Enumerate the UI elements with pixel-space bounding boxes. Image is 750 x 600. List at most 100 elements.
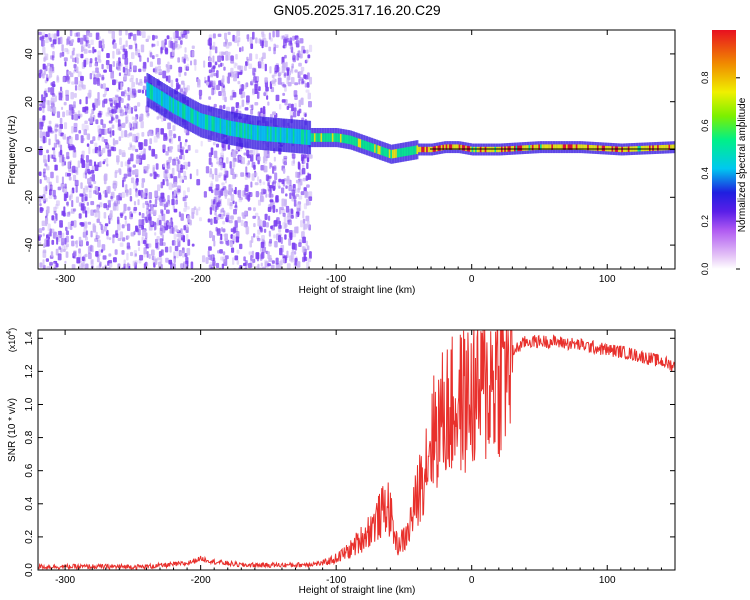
spectrogram-noise-cell	[131, 107, 133, 114]
spectrogram-noise-cell	[267, 263, 271, 266]
spectrogram-noise-cell	[185, 257, 188, 264]
spectrogram-noise-cell	[276, 209, 278, 213]
spectrogram-noise-cell	[46, 100, 49, 105]
y-tick-label: 0.4	[24, 496, 35, 510]
spectrogram-noise-cell	[93, 77, 97, 84]
spectrogram-noise-cell	[174, 209, 178, 213]
spectrogram-noise-cell	[249, 240, 251, 247]
spectrogram-noise-cell	[223, 52, 227, 55]
spectrogram-noise-cell	[191, 262, 194, 269]
spectrogram-noise-cell	[96, 207, 99, 213]
spectrogram-noise-cell	[307, 245, 310, 250]
spectrogram-noise-cell	[237, 81, 240, 84]
spectrogram-noise-cell	[229, 204, 232, 210]
spectrogram-noise-cell	[103, 83, 106, 89]
spectrogram-noise-cell	[39, 195, 41, 203]
spectrogram-noise-cell	[176, 195, 178, 200]
spectrogram-noise-cell	[63, 249, 66, 252]
spectrogram-noise-cell	[191, 208, 195, 214]
spectrogram-noise-cell	[142, 203, 144, 209]
spectrogram-noise-cell	[79, 213, 82, 218]
spectrogram-noise-cell	[248, 207, 251, 211]
spectrogram-noise-cell	[296, 53, 299, 60]
spectrogram-noise-cell	[273, 234, 276, 238]
spectrogram-noise-cell	[89, 160, 92, 166]
spectrogram-noise-cell	[56, 237, 58, 245]
spectrogram-noise-cell	[39, 171, 42, 176]
spectrogram-noise-cell	[166, 64, 168, 68]
spectrogram-noise-cell	[260, 113, 263, 117]
spectrogram-noise-cell	[46, 206, 49, 213]
spectrogram-noise-cell	[185, 150, 188, 154]
spectrogram-noise-cell	[133, 106, 137, 110]
spectrogram-noise-cell	[245, 166, 247, 174]
spectrogram-noise-cell	[147, 112, 149, 118]
spectrogram-noise-cell	[130, 154, 133, 162]
spectrogram-noise-cell	[298, 161, 300, 169]
spectrogram-noise-cell	[152, 44, 156, 47]
spectrogram-noise-cell	[121, 91, 125, 96]
spectrogram-noise-cell	[282, 93, 285, 96]
spectrogram-noise-cell	[106, 53, 110, 58]
spectrogram-noise-cell	[125, 40, 127, 47]
spectrogram-noise-cell	[43, 249, 47, 253]
spectrogram-noise-cell	[75, 180, 79, 186]
spectrogram-noise-cell	[210, 205, 213, 210]
spectrogram-noise-cell	[109, 216, 113, 221]
spectrogram-noise-cell	[151, 221, 154, 225]
spectrogram-noise-cell	[220, 241, 224, 244]
spectrogram-noise-cell	[139, 255, 143, 261]
spectrogram-noise-cell	[50, 130, 54, 133]
spectrogram-noise-cell	[87, 143, 90, 146]
spectrogram-noise-cell	[188, 162, 191, 167]
spectrogram-noise-cell	[150, 173, 153, 176]
spectrogram-noise-cell	[162, 214, 166, 222]
spectrogram-noise-cell	[287, 213, 291, 217]
spectrogram-noise-cell	[257, 238, 261, 241]
spectrogram-noise-cell	[266, 222, 269, 227]
spectrogram-noise-cell	[222, 75, 224, 82]
spectrogram-noise-cell	[225, 180, 227, 184]
spectrogram-noise-cell	[144, 249, 146, 257]
spectrogram-noise-cell	[142, 154, 146, 160]
spectrogram-noise-cell	[267, 182, 270, 186]
spectrogram-noise-cell	[284, 199, 287, 205]
spectrogram-noise-cell	[119, 30, 122, 36]
spectrogram-noise-cell	[251, 104, 253, 110]
spectrogram-noise-cell	[45, 93, 47, 97]
spectrogram-noise-cell	[94, 63, 97, 66]
spectrogram-noise-cell	[234, 71, 238, 78]
spectrogram-noise-cell	[81, 135, 84, 143]
spectrogram-noise-cell	[130, 213, 133, 217]
spectrogram-noise-cell	[292, 36, 295, 41]
spectrogram-noise-cell	[177, 164, 180, 171]
spectrogram-noise-cell	[222, 188, 224, 191]
spectrogram-noise-cell	[245, 175, 248, 180]
spectrogram-noise-cell	[169, 40, 172, 47]
spectrogram-noise-cell	[56, 175, 59, 183]
spectrogram-noise-cell	[66, 77, 70, 80]
spectrogram-noise-cell	[309, 154, 313, 158]
spectrogram-noise-cell	[261, 197, 265, 202]
spectrogram-noise-cell	[273, 47, 276, 54]
spectrogram-noise-cell	[293, 112, 297, 118]
spectrogram-noise-cell	[291, 161, 295, 166]
spectrogram-noise-cell	[301, 191, 305, 195]
spectrogram-noise-cell	[301, 81, 304, 85]
spectrogram-noise-cell	[214, 104, 217, 108]
spectrogram-noise-cell	[261, 242, 265, 248]
spectrogram-noise-cell	[281, 207, 284, 210]
spectrogram-noise-cell	[128, 95, 131, 101]
spectrogram-noise-cell	[120, 63, 123, 67]
spectrogram-noise-cell	[59, 231, 62, 238]
spectrogram-noise-cell	[46, 177, 49, 183]
spectrogram-noise-cell	[62, 76, 65, 82]
spectrogram-noise-cell	[257, 253, 259, 261]
spectrogram-noise-cell	[57, 111, 60, 118]
spectrogram-noise-cell	[302, 211, 304, 219]
spectrogram-noise-cell	[173, 32, 176, 39]
spectrogram-noise-cell	[77, 57, 79, 64]
spectrogram-noise-cell	[150, 52, 152, 58]
spectrogram-noise-cell	[59, 124, 63, 129]
spectrogram-noise-cell	[257, 176, 259, 182]
